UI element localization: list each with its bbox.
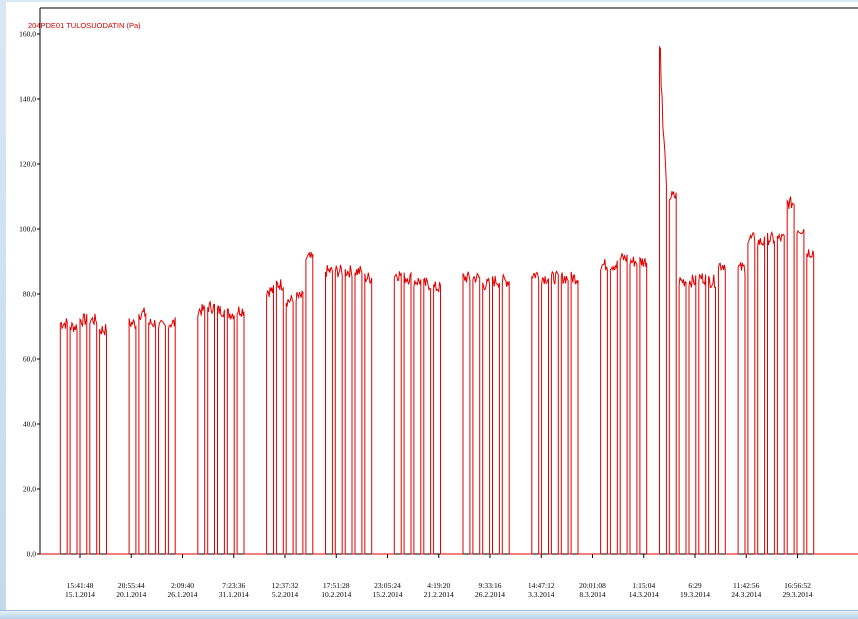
x-tick-date: 21.2.2014 — [424, 590, 454, 599]
axes — [39, 7, 858, 555]
y-tick-label: 120,0 — [19, 160, 36, 169]
y-tick-label: 40,0 — [23, 420, 36, 429]
x-tick-date: 8.3.2014 — [579, 590, 606, 599]
x-tick-date: 5.2.2014 — [272, 590, 299, 599]
plot-area: 0,0 20,0 40,0 60,0 80,0 100,0 120,0 140,0 160,0 … — [6, 2, 858, 610]
x-tick-date: 15.2.2014 — [373, 590, 403, 599]
y-tick-label: 160,0 — [19, 30, 36, 39]
x-tick-time: 12:37:32 — [272, 581, 299, 590]
x-tick-time: 20:01:08 — [579, 581, 606, 590]
x-tick-time: 9:33:16 — [479, 581, 502, 590]
x-tick-date: 19.3.2014 — [680, 590, 710, 599]
x-tick-time: 20:55:44 — [118, 581, 145, 590]
x-tick-date: 31.1.2014 — [219, 590, 249, 599]
chart-svg: 0,020,040,060,080,0100,0120,0140,0160,0 … — [19, 7, 858, 599]
x-tick-date: 26.1.2014 — [168, 590, 198, 599]
x-tick-date: 26.2.2014 — [475, 590, 505, 599]
y-tick-label: 100,0 — [19, 225, 36, 234]
y-tick-label: 20,0 — [23, 485, 36, 494]
x-tick-time: 7:23:36 — [222, 581, 245, 590]
y-axis-ticks: 0,0 20,0 40,0 60,0 80,0 100,0 120,0 140,0 160,0 — [19, 30, 40, 559]
x-tick-date: 10.2.2014 — [321, 590, 351, 599]
x-tick-time: 6:29 — [688, 581, 702, 590]
x-tick-time: 4:19:20 — [427, 581, 450, 590]
x-tick-date: 29.3.2014 — [783, 590, 813, 599]
y-tick-label: 80,0 — [23, 290, 36, 299]
x-tick-date: 20.1.2014 — [116, 590, 146, 599]
x-tick-time: 17:51:28 — [323, 581, 350, 590]
x-tick-date: 24.3.2014 — [731, 590, 761, 599]
y-tick-label: 0,0 — [27, 550, 37, 559]
x-tick-date: 15.1.2014 — [65, 590, 95, 599]
x-tick-time: 1:15:04 — [632, 581, 655, 590]
series-line-tulosuodatin — [40, 45, 858, 555]
x-tick-time: 14:47:12 — [528, 581, 555, 590]
x-tick-time: 11:42:56 — [733, 581, 760, 590]
x-tick-time: 15:41:48 — [67, 581, 94, 590]
status-bar — [0, 610, 858, 619]
y-tick-label: 140,0 — [19, 95, 36, 104]
x-tick-time: 2:09:40 — [171, 581, 194, 590]
x-tick-time: 16:56:52 — [784, 581, 811, 590]
chart-title: 204PDE01 TULOSUODATIN (Pa) — [28, 21, 141, 30]
x-tick-date: 3.3.2014 — [528, 590, 555, 599]
x-tick-date: 14.3.2014 — [629, 590, 659, 599]
y-tick-label: 60,0 — [23, 355, 36, 364]
x-tick-time: 23:05:24 — [374, 581, 401, 590]
